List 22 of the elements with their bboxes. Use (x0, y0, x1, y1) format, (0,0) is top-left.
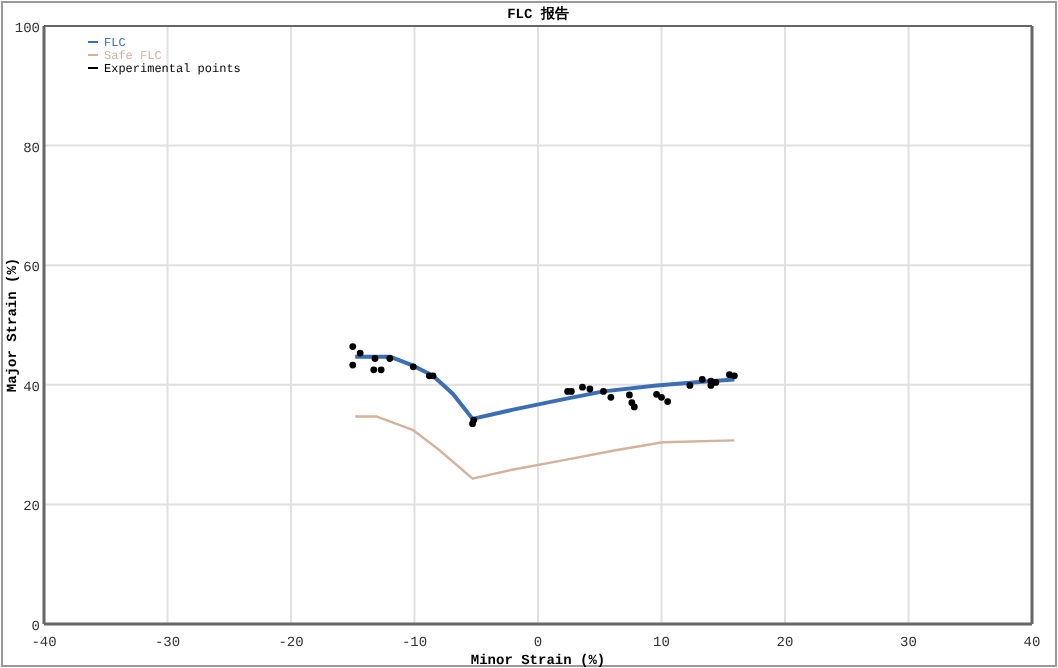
point (653, 390, 660, 398)
point (664, 398, 672, 405)
point (377, 366, 385, 374)
line-series (354, 415, 736, 480)
point (579, 383, 586, 391)
point (349, 361, 357, 369)
point (409, 363, 417, 371)
point (707, 382, 715, 389)
point (371, 355, 379, 362)
point (686, 382, 694, 389)
point (625, 391, 633, 399)
point (600, 387, 607, 395)
point (349, 343, 357, 350)
point (607, 393, 615, 401)
point (370, 366, 378, 374)
point (730, 372, 738, 380)
point (356, 349, 364, 357)
point (386, 355, 394, 362)
point (658, 393, 665, 401)
point (712, 379, 720, 386)
point (586, 385, 594, 393)
point (698, 376, 706, 383)
